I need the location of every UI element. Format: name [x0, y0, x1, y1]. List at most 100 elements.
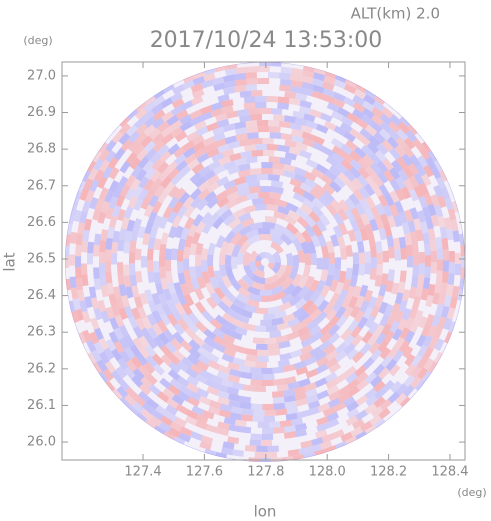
echo-cell — [248, 186, 261, 194]
echo-cell — [221, 99, 234, 108]
echo-cell — [355, 430, 368, 442]
echo-cell — [304, 355, 317, 367]
echo-cell — [359, 228, 369, 241]
echo-cell — [180, 227, 190, 240]
echo-cell — [289, 122, 302, 131]
echo-cell — [385, 280, 394, 293]
echo-cell — [322, 81, 335, 91]
echo-cell — [184, 327, 197, 340]
echo-cell — [399, 396, 412, 409]
echo-cell — [283, 170, 296, 179]
echo-cell — [166, 298, 177, 312]
echo-cell — [254, 101, 267, 109]
echo-cell — [145, 355, 158, 368]
echo-cell — [369, 245, 377, 258]
echo-cell — [203, 142, 217, 153]
echo-cell — [421, 140, 433, 153]
echo-cell — [310, 331, 324, 343]
echo-cell — [447, 273, 455, 285]
echo-cell — [144, 289, 154, 302]
echo-cell — [143, 361, 156, 375]
echo-cell — [386, 313, 397, 326]
echo-cell — [148, 194, 159, 208]
echo-cell — [135, 248, 142, 261]
echo-cell — [347, 378, 360, 390]
echo-cell — [108, 215, 118, 228]
echo-cell — [162, 387, 175, 400]
echo-cell — [243, 264, 255, 279]
echo-cell — [203, 169, 216, 181]
echo-cell — [221, 275, 233, 289]
echo-cell — [383, 224, 393, 237]
y-tick-label: 26.0 — [27, 435, 56, 450]
echo-cell — [355, 118, 369, 130]
echo-cell — [316, 416, 329, 426]
echo-cell — [359, 284, 369, 298]
echo-cell — [309, 308, 322, 321]
x-tick-label: 128.4 — [431, 465, 468, 480]
echo-cell — [159, 150, 172, 163]
echo-cell — [218, 155, 231, 166]
echo-cell — [207, 254, 214, 267]
echo-cell — [420, 221, 429, 234]
echo-cell — [236, 251, 245, 265]
echo-cell — [410, 276, 419, 288]
echo-cell — [412, 265, 419, 277]
echo-cell — [139, 292, 148, 306]
echo-cell — [360, 144, 374, 157]
echo-cell — [93, 169, 105, 182]
echo-cell — [349, 305, 361, 319]
echo-cell — [372, 100, 385, 112]
echo-cell — [190, 363, 203, 375]
echo-cell — [252, 415, 264, 422]
echo-cell — [328, 165, 342, 177]
echo-cell — [151, 292, 161, 306]
echo-cell — [416, 356, 428, 370]
echo-cell — [126, 219, 136, 232]
echo-cell — [315, 311, 328, 324]
echo-cell — [165, 341, 177, 354]
echo-cell — [269, 126, 281, 133]
echo-cell — [160, 313, 171, 326]
echo-cell — [190, 83, 204, 93]
echo-cell — [367, 234, 376, 247]
echo-cell — [317, 299, 330, 313]
echo-cell — [125, 359, 138, 372]
echo-cell — [92, 208, 101, 221]
echo-cell — [261, 295, 275, 302]
echo-cell — [245, 156, 258, 164]
echo-cell — [266, 144, 279, 151]
echo-cell — [234, 73, 246, 81]
echo-cell — [291, 135, 304, 144]
echo-cell — [368, 321, 379, 335]
echo-cell — [297, 275, 309, 289]
echo-cell — [433, 326, 443, 340]
y-tick-label: 26.1 — [27, 398, 56, 413]
echo-cell — [162, 303, 173, 317]
echo-cell — [356, 371, 369, 384]
echo-cell — [267, 445, 279, 452]
echo-cell — [138, 346, 151, 359]
echo-cell — [191, 231, 201, 245]
echo-cell — [158, 255, 166, 267]
echo-cell — [311, 197, 325, 210]
echo-cell — [262, 403, 274, 411]
echo-cell — [283, 431, 296, 439]
echo-cell — [182, 196, 195, 209]
echo-cell — [361, 100, 375, 112]
echo-cell — [168, 196, 180, 210]
echo-cell — [267, 305, 281, 314]
echo-cell — [376, 263, 383, 276]
echo-cell — [147, 326, 159, 340]
x-tick-label: 128.2 — [370, 465, 407, 480]
echo-cell — [352, 188, 365, 202]
echo-cell — [129, 263, 136, 275]
echo-cell — [265, 451, 278, 458]
echo-cell — [196, 276, 206, 290]
echo-cell — [451, 285, 460, 298]
echo-cell — [279, 233, 293, 246]
echo-cell — [344, 365, 357, 378]
echo-cell — [152, 109, 166, 121]
echo-cell — [323, 343, 337, 356]
echo-cell — [319, 213, 331, 227]
